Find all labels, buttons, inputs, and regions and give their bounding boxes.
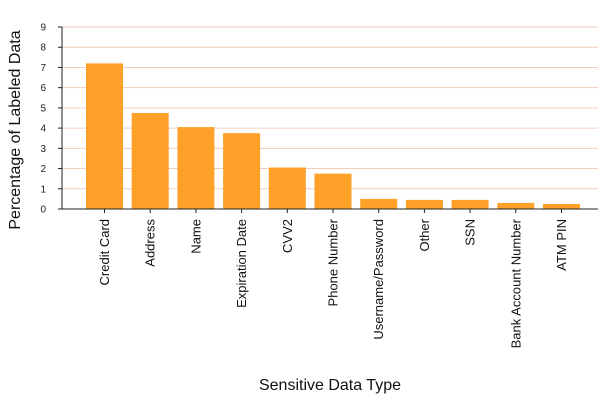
- bar: [86, 63, 123, 210]
- bar: [314, 173, 352, 209]
- bar: [177, 127, 215, 209]
- y-ticks: 0 1 2 3 4 5 6 7 8 9: [40, 23, 62, 216]
- bar: [451, 199, 489, 209]
- y-tick-label: 6: [40, 83, 46, 94]
- x-tick-label: Phone Number: [326, 218, 341, 306]
- x-ticks: Credit Card Address Name Expiration Date CVV…: [97, 209, 569, 348]
- x-tick-label: Expiration Date: [234, 219, 249, 308]
- bar: [405, 199, 443, 209]
- x-tick-label: Bank Account Number: [508, 218, 523, 348]
- bars: [86, 63, 580, 210]
- bar: [543, 203, 580, 209]
- y-tick-label: 3: [40, 144, 46, 155]
- y-tick-label: 1: [40, 184, 46, 195]
- x-tick-label: Name: [188, 219, 203, 254]
- x-tick-label: SSN: [463, 219, 478, 246]
- x-tick-label: CVV2: [280, 219, 295, 253]
- x-tick-label: Username/Password: [371, 219, 386, 340]
- x-tick-label: Other: [417, 218, 432, 251]
- y-tick-label: 8: [40, 43, 46, 54]
- x-tick-label: Credit Card: [97, 219, 112, 285]
- bar: [268, 167, 306, 209]
- y-tick-label: 9: [40, 23, 46, 34]
- y-tick-label: 7: [40, 63, 46, 74]
- x-tick-label: ATM PIN: [554, 219, 569, 271]
- y-tick-label: 4: [40, 124, 46, 135]
- bar: [131, 112, 169, 209]
- y-tick-label: 5: [40, 103, 46, 114]
- x-axis-title: Sensitive Data Type: [259, 377, 401, 394]
- y-axis-title: Percentage of Labeled Data: [7, 30, 24, 229]
- bar: [497, 202, 535, 209]
- y-tick-label: 2: [40, 164, 46, 175]
- bar: [360, 198, 398, 209]
- y-tick-label: 0: [40, 205, 46, 216]
- x-tick-label: Address: [143, 219, 158, 267]
- bar: [223, 133, 261, 209]
